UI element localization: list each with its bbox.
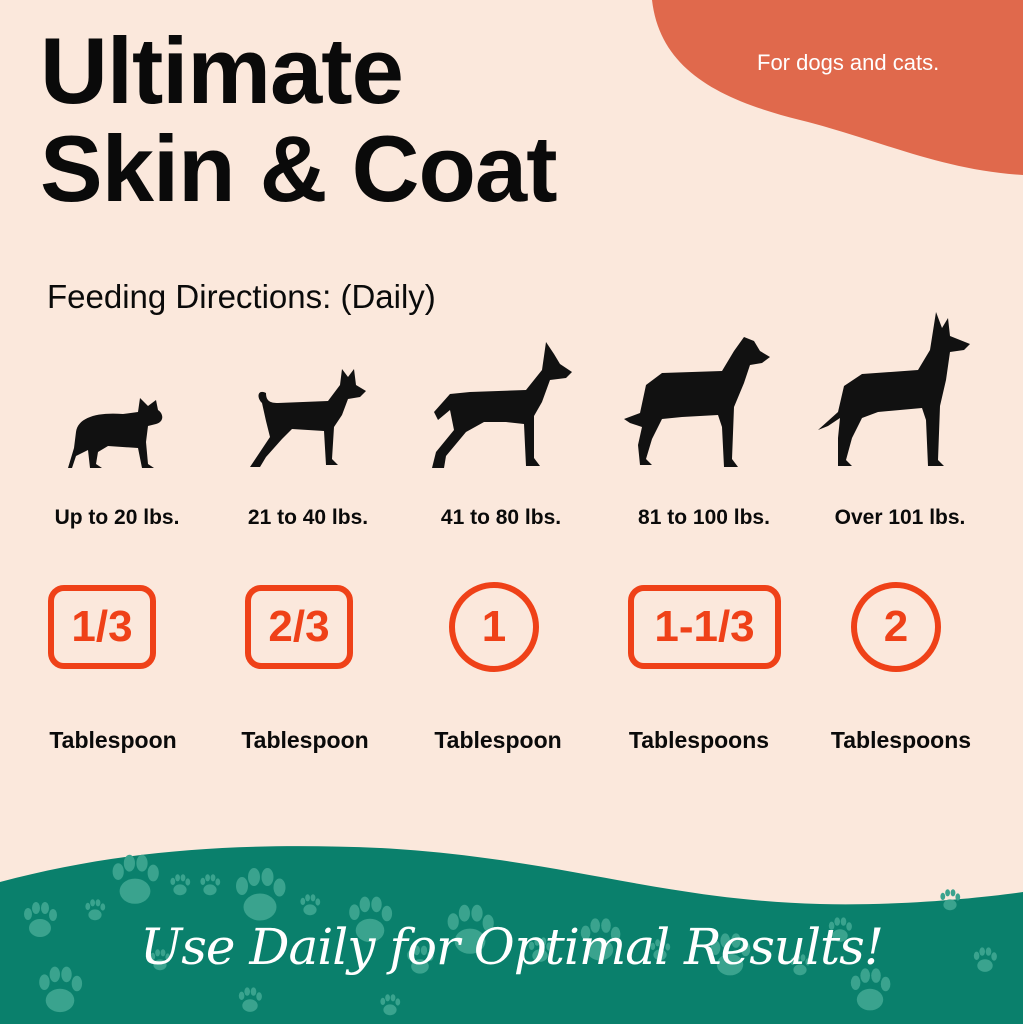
- paw-print-icon: [528, 937, 552, 962]
- unit-label: Tablespoons: [628, 727, 770, 753]
- dose-badge: 2: [851, 582, 941, 672]
- paw-print-icon: [238, 987, 262, 1012]
- paw-print-icon: [170, 874, 191, 896]
- great-dane-icon: [624, 337, 770, 467]
- paw-print-icon: [650, 939, 671, 961]
- paw-print-icon: [39, 966, 83, 1013]
- paw-print-icon: [790, 954, 811, 976]
- page-title: Ultimate Skin & Coat: [40, 18, 558, 221]
- paw-print-icon: [380, 994, 401, 1016]
- unit-label: Tablespoon: [49, 727, 177, 753]
- weight-label: 21 to 40 lbs.: [247, 506, 369, 529]
- paw-print-icon: [112, 854, 159, 904]
- paw-print-icon: [349, 896, 393, 943]
- paw-print-icon: [85, 899, 106, 921]
- unit-label: Tablespoon: [434, 727, 562, 753]
- paw-print-icon: [150, 949, 171, 971]
- paw-print-icon: [973, 947, 997, 972]
- paw-print-icon: [236, 868, 286, 921]
- paw-print-icon: [407, 945, 434, 974]
- unit-label: Tablespoons: [830, 727, 972, 753]
- dose-badge: 1/3: [48, 585, 156, 669]
- weight-label: Up to 20 lbs.: [54, 506, 180, 529]
- paw-print-icon: [300, 894, 321, 916]
- paw-print-icon: [940, 889, 961, 911]
- feeding-directions-heading: Feeding Directions: (Daily): [47, 278, 436, 315]
- paw-print-icon: [447, 904, 494, 954]
- footer-banner: [0, 846, 1023, 1024]
- unit-label: Tablespoon: [241, 727, 369, 753]
- dose-badge: 1-1/3: [628, 585, 781, 669]
- paw-print-icon: [580, 918, 621, 961]
- dose-badge: 1: [449, 582, 539, 672]
- paw-print-icon: [200, 874, 221, 896]
- dose-badge: 2/3: [245, 585, 353, 669]
- large-great-dane-icon: [818, 312, 970, 466]
- slogan: Use Daily for Optimal Results!: [140, 918, 884, 976]
- basenji-icon: [250, 369, 366, 467]
- accent-blob: [652, 0, 1023, 175]
- paw-print-icon: [828, 917, 852, 942]
- weight-label: 41 to 80 lbs.: [440, 506, 562, 529]
- paw-print-icon: [710, 933, 751, 976]
- weight-label: 81 to 100 lbs.: [638, 506, 770, 529]
- doberman-icon: [432, 342, 572, 468]
- paw-print-icon: [850, 968, 891, 1011]
- tagline: For dogs and cats.: [757, 50, 940, 75]
- paw-print-icon: [24, 902, 57, 937]
- weight-label: Over 101 lbs.: [834, 506, 966, 529]
- french-bulldog-icon: [68, 398, 163, 468]
